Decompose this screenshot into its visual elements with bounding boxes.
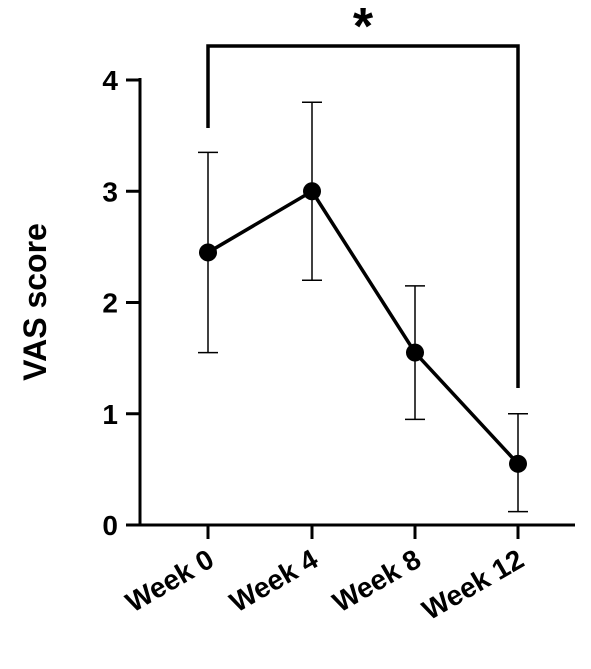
data-point (406, 343, 424, 362)
data-point (199, 243, 217, 262)
axes (138, 78, 575, 527)
y-tick-label: 0 (102, 510, 118, 541)
x-tick-label: Week 0 (120, 543, 219, 618)
y-tick-label: 2 (102, 288, 118, 319)
y-tick-label: 4 (102, 65, 118, 96)
series-line (207, 189, 520, 466)
data-point (509, 454, 527, 473)
significance-bracket: * (206, 0, 520, 388)
significance-label: * (353, 0, 374, 56)
data-series (199, 182, 527, 473)
data-point (303, 182, 321, 201)
x-tick-label: Week 8 (327, 543, 426, 618)
error-bars (198, 101, 528, 513)
y-axis-ticks: 0 1 2 3 4 (102, 65, 140, 541)
y-tick-label: 1 (102, 399, 118, 430)
bracket-line (206, 44, 520, 388)
y-tick-label: 3 (102, 176, 118, 207)
x-tick-label: Week 4 (224, 543, 323, 618)
y-axis-label: VAS score (17, 223, 53, 381)
x-tick-label: Week 12 (417, 543, 529, 626)
